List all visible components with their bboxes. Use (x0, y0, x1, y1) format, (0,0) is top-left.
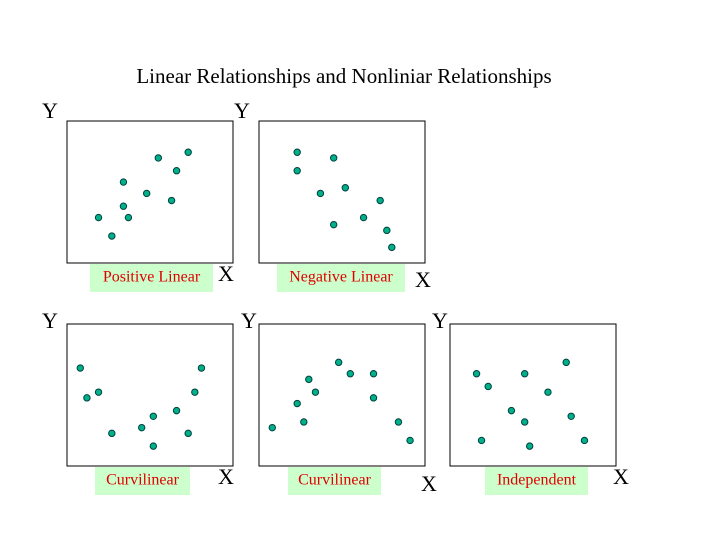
point (149, 442, 158, 450)
label-box (288, 467, 381, 495)
point (172, 167, 181, 175)
y-axis-label: Y (234, 98, 250, 123)
chart-label: Positive Linear (103, 269, 201, 286)
point (507, 406, 516, 415)
point (119, 202, 128, 210)
plot-frame (258, 120, 426, 264)
chart-label: Curvilinear (106, 472, 180, 489)
point (544, 388, 552, 396)
x-axis-label: X (218, 261, 234, 286)
point (316, 189, 325, 198)
y-axis-label: Y (42, 308, 58, 333)
point (311, 388, 320, 396)
label-box (95, 467, 190, 495)
y-axis-label: Y (241, 308, 257, 333)
point (521, 418, 529, 426)
x-axis-label: X (421, 471, 437, 496)
point (406, 436, 414, 445)
x-axis-label: X (218, 464, 234, 489)
label-box (90, 264, 213, 292)
point (293, 167, 301, 175)
plot-frame (449, 323, 617, 467)
point (472, 370, 481, 378)
point (369, 370, 378, 378)
label-box (277, 264, 405, 292)
point (142, 189, 151, 198)
point (149, 412, 158, 420)
chart-label: Curvilinear (298, 472, 372, 489)
point (293, 148, 301, 156)
point (138, 423, 146, 432)
point (184, 148, 192, 156)
point (330, 220, 338, 229)
point (567, 412, 575, 420)
y-axis-label: Y (42, 98, 58, 123)
point (369, 394, 378, 402)
point (167, 196, 176, 205)
plot-frame (258, 323, 426, 467)
point (580, 436, 589, 445)
point (484, 382, 492, 391)
point (94, 213, 103, 222)
point (108, 232, 116, 240)
point (94, 388, 103, 396)
point (76, 364, 84, 372)
slide-title: Linear Relationships and Nonliniar Relat… (136, 64, 551, 88)
point (108, 429, 116, 438)
point (383, 226, 391, 235)
x-axis-label: X (415, 267, 431, 292)
point (359, 213, 368, 222)
point (268, 423, 276, 432)
point (477, 436, 486, 445)
point (388, 243, 396, 252)
point (525, 442, 534, 450)
point (154, 154, 163, 162)
point (521, 370, 529, 378)
point (334, 358, 343, 367)
point (124, 213, 133, 222)
point (184, 429, 192, 438)
point (293, 399, 301, 408)
chart-label: Negative Linear (289, 269, 393, 286)
point (119, 178, 128, 186)
point (346, 370, 354, 378)
point (83, 394, 91, 402)
point (300, 418, 308, 426)
point (394, 418, 403, 426)
point (305, 375, 313, 384)
point (376, 196, 384, 205)
point (341, 184, 350, 192)
x-axis-label: X (613, 464, 629, 489)
label-box (485, 467, 588, 495)
plot-frame (66, 323, 234, 467)
chart-label: Independent (497, 472, 577, 489)
y-axis-label: Y (432, 308, 448, 333)
point (562, 358, 570, 367)
point (191, 388, 199, 396)
point (172, 406, 181, 415)
point (330, 154, 338, 162)
point (197, 364, 206, 372)
